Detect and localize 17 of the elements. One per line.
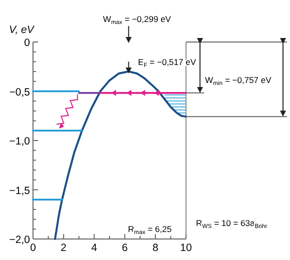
y-tick-label: 0 xyxy=(24,37,30,49)
text: R$_{WS}$ = 10 = 63a$_{Bohr}$ xyxy=(196,218,268,230)
line-series xyxy=(54,70,187,240)
annotation: E$_{F}$ = −0,517 eV xyxy=(138,57,196,68)
y-tick-label: −0,5 xyxy=(9,86,30,98)
annotation: R$_{max}$ = 6,25 xyxy=(128,224,172,236)
text: W$_{max}$ = −0,299 eV xyxy=(103,14,172,26)
x-tick-label: 10 xyxy=(180,242,192,254)
y-axis-title: V, eV xyxy=(9,24,35,36)
y-tick-label: −2,0 xyxy=(9,234,30,246)
x-tick-label: 4 xyxy=(91,242,98,254)
text: W$_{min}$ = −0,757 eV xyxy=(205,75,272,86)
x-tick-label: 6 xyxy=(122,242,128,254)
x-tick-label: 2 xyxy=(60,242,67,254)
x-tick-label: 8 xyxy=(152,242,158,254)
y-tick-label: −1,5 xyxy=(9,184,30,197)
y-tick-label: −1,0 xyxy=(9,136,30,148)
